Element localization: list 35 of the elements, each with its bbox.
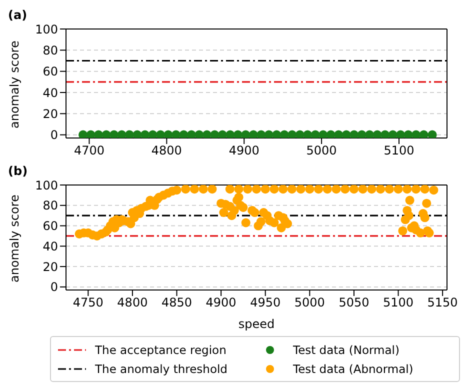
y-tick-label: 20 [42, 106, 58, 121]
x-axis-title: speed [238, 317, 275, 331]
x-tick-label: 5100 [382, 296, 414, 310]
legend-label: Test data (Abnormal) [293, 362, 414, 376]
x-tick-label: 4900 [228, 144, 260, 158]
x-tick-label: 4900 [206, 296, 236, 310]
x-tick-label: 4750 [72, 296, 104, 310]
y-tick-label: 100 [35, 178, 58, 192]
y-tick-label: 60 [42, 64, 58, 79]
x-tick-label: 4950 [250, 296, 281, 310]
x-tick-label: 5000 [306, 144, 337, 158]
y-tick-label: 40 [42, 86, 58, 100]
legend-label: The acceptance region [95, 342, 226, 356]
x-tick-label: 5000 [294, 296, 325, 310]
y-tick-label: 80 [42, 43, 58, 58]
x-tick-label: 4700 [74, 144, 105, 158]
x-tick-label: 4850 [161, 296, 192, 310]
y-axis-title: anomaly score [7, 194, 22, 282]
x-tick-label: 4800 [117, 296, 148, 310]
x-tick-label: 4800 [151, 144, 182, 158]
y-axis-title: anomaly score [7, 40, 22, 128]
x-tick-label: 5150 [427, 296, 458, 310]
legend-label: The anomaly threshold [95, 362, 228, 376]
y-tick-label: 100 [35, 22, 58, 36]
x-tick-label: 5050 [338, 296, 370, 310]
chart-title: (b) [8, 164, 28, 178]
y-tick-label: 60 [42, 219, 58, 234]
chart-title: (a) [8, 8, 28, 22]
y-tick-label: 40 [42, 239, 58, 254]
y-tick-label: 20 [42, 260, 58, 274]
legend-label: Test data (Normal) [293, 342, 400, 356]
y-tick-label: 80 [42, 198, 58, 213]
x-tick-label: 5100 [384, 144, 414, 158]
y-tick-label: 0 [50, 280, 58, 294]
y-tick-label: 0 [50, 128, 58, 142]
